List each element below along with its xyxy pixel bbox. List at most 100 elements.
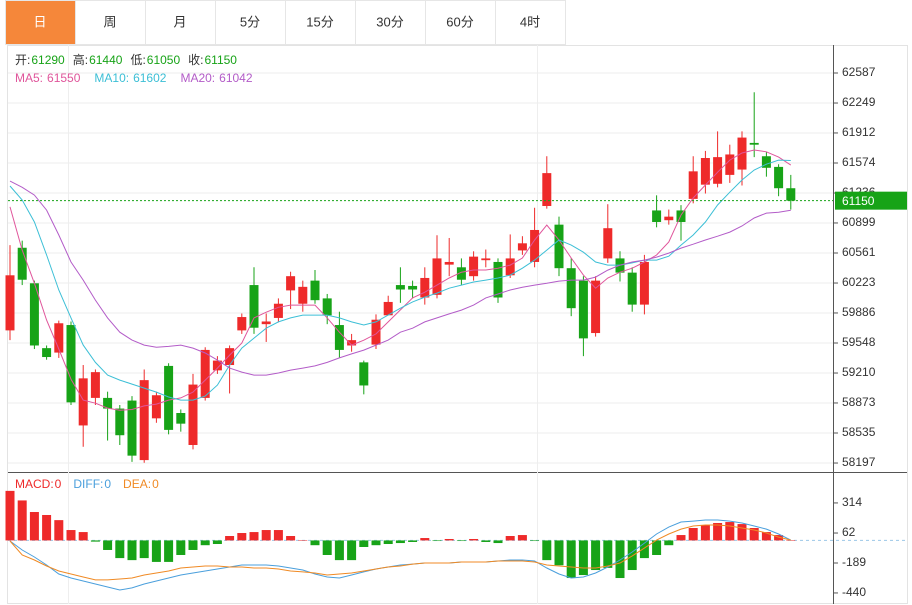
legend-text: 低: <box>130 53 145 67</box>
macd-bar <box>383 540 393 545</box>
macd-bar <box>237 533 247 541</box>
y-tick-label: 61574 <box>842 155 876 169</box>
macd-bar <box>517 535 527 541</box>
candle-body <box>456 267 466 280</box>
y-tick-label: 60223 <box>842 275 876 289</box>
macd-bar <box>493 540 503 544</box>
candle-body <box>212 360 222 371</box>
macd-bar <box>127 540 137 561</box>
tab-label[interactable]: 15分 <box>306 14 333 29</box>
macd-bar <box>29 512 39 541</box>
candle-body <box>273 303 283 318</box>
macd-bar <box>176 540 186 555</box>
candle-body <box>664 216 674 221</box>
tab-label[interactable]: 60分 <box>446 14 473 29</box>
candle-body <box>286 276 296 291</box>
candle-body <box>78 378 88 426</box>
macd-bar <box>395 540 405 544</box>
candle-body <box>261 321 271 325</box>
macd-bar <box>188 540 198 550</box>
macd-bar <box>5 490 15 541</box>
candle-body <box>310 280 320 301</box>
candle-body <box>505 258 515 276</box>
tab[interactable] <box>5 0 76 45</box>
candle-body <box>627 272 637 305</box>
tab[interactable] <box>145 0 216 45</box>
tab-label[interactable]: 30分 <box>376 14 403 29</box>
candle-body <box>139 380 149 461</box>
macd-bar <box>322 540 332 555</box>
candle-body <box>420 277 430 298</box>
tab[interactable] <box>75 0 146 45</box>
legend-text: DIFF: <box>73 477 103 491</box>
tab[interactable] <box>355 0 426 45</box>
macd-bar <box>505 536 515 541</box>
candle-body <box>566 268 576 309</box>
candle-body <box>29 283 39 346</box>
y-tick-label: 58535 <box>842 425 876 439</box>
macd-bar <box>542 540 552 561</box>
candle-body <box>103 397 113 409</box>
macd-bar <box>298 540 308 541</box>
candle-body <box>334 325 344 350</box>
tab-label[interactable]: 4时 <box>520 14 540 29</box>
tab[interactable] <box>285 0 356 45</box>
y-tick-label: 62587 <box>842 65 876 79</box>
macd-bar <box>761 532 771 541</box>
candle-body <box>774 166 784 189</box>
macd-bar <box>17 500 27 541</box>
macd-bar <box>420 538 430 541</box>
macd-bar <box>566 540 576 579</box>
candle-body <box>725 154 735 175</box>
candle-body <box>395 285 405 290</box>
macd-bar <box>700 525 710 541</box>
legend-text: 61042 <box>219 71 253 85</box>
tab[interactable] <box>215 0 286 45</box>
candle-body <box>17 247 27 280</box>
candle-body <box>713 157 723 184</box>
macd-bar <box>334 540 344 561</box>
candle-body <box>530 229 540 262</box>
macd-bar <box>652 540 662 555</box>
tab-label[interactable]: 日 <box>33 14 46 29</box>
candle-body <box>200 349 210 398</box>
tab-label[interactable]: 月 <box>173 14 186 29</box>
candle-body <box>554 224 564 269</box>
candle-body <box>786 188 796 201</box>
macd-bar <box>273 530 283 541</box>
macd-bar <box>578 540 588 576</box>
candle-body <box>90 372 100 398</box>
tab-label[interactable]: 5分 <box>240 14 260 29</box>
macd-bar <box>664 540 674 546</box>
frame <box>7 45 908 604</box>
macd-bar <box>688 528 698 541</box>
candle-body <box>176 413 186 424</box>
macd-bar <box>164 540 174 562</box>
legend-text: MA20: <box>180 71 215 85</box>
legend-text: 61150 <box>205 53 238 67</box>
macd-bar <box>225 536 235 541</box>
candle-body <box>66 325 76 403</box>
macd-bar <box>469 538 479 541</box>
tab-label[interactable]: 周 <box>103 14 116 29</box>
tab[interactable] <box>495 0 566 45</box>
y-tick-label: 58873 <box>842 395 876 409</box>
candle-body <box>164 365 174 430</box>
candle-body <box>542 173 552 206</box>
candle-body <box>225 348 235 366</box>
candle-body <box>444 261 454 265</box>
legend-text: DEA: <box>123 477 151 491</box>
candle-body <box>481 258 491 261</box>
macd-bar <box>359 540 369 547</box>
macd-bar <box>444 538 454 541</box>
candle-body <box>371 319 381 345</box>
candle-body <box>639 261 649 305</box>
legend-text: MA10: <box>94 71 129 85</box>
ma-line <box>9 159 791 401</box>
y-tick-label: 314 <box>842 495 862 509</box>
candle-body <box>432 258 442 295</box>
candle-body <box>54 323 64 353</box>
macd-bar <box>749 528 759 541</box>
legend-text: 开: <box>15 53 30 67</box>
macd-bar <box>774 535 784 541</box>
